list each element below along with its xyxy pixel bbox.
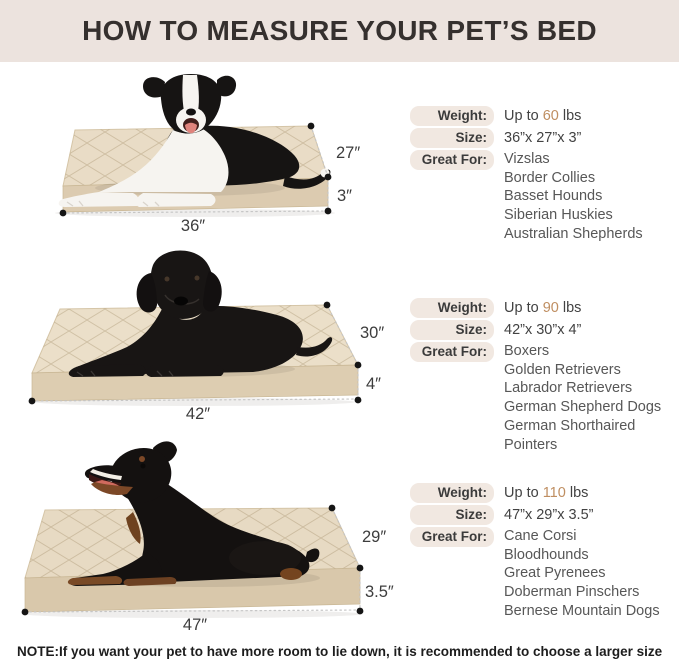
dimension-lines — [62, 125, 329, 214]
breed-list: Vizslas Border Collies Basset Hounds Sib… — [504, 150, 643, 244]
dimension-dots — [28, 301, 362, 405]
weight-value: Up to 110 lbs — [504, 483, 588, 503]
breed-list: Boxers Golden Retrievers Labrador Retrie… — [504, 342, 676, 454]
weight-row: Weight: Up to 110 lbs — [410, 483, 676, 503]
breed-item: Doberman Pinschers — [504, 584, 640, 601]
weight-number: 60 — [542, 108, 559, 124]
size-row: Size: 47”x 29”x 3.5” — [410, 505, 676, 525]
depth-dimension-line — [310, 125, 329, 178]
breed-item: Boxers — [504, 343, 550, 359]
great-for-label: Great For: — [410, 527, 494, 547]
size-info-medium: Weight: Up to 90 lbs Size: 42”x 30”x 4” … — [410, 298, 676, 456]
depth-dimension-label: 29″ — [362, 528, 386, 546]
page-title: HOW TO MEASURE YOUR PET’S BED — [82, 15, 597, 46]
dimension-dots — [59, 122, 332, 217]
weight-label: Weight: — [410, 106, 494, 126]
depth-dimension-label: 27″ — [336, 144, 360, 162]
width-dimension-line — [24, 609, 361, 613]
size-info-large: Weight: Up to 110 lbs Size: 47”x 29”x 3.… — [410, 483, 676, 623]
weight-value: Up to 60 lbs — [504, 106, 581, 126]
bed-diagram-large: 29″ 3.5″ 47″ — [21, 441, 394, 634]
doberman-illustration — [67, 441, 320, 587]
size-row: Size: 42”x 30”x 4” — [410, 320, 676, 340]
bed-diagram-medium: 30″ 4″ 42″ — [28, 250, 384, 423]
dimension-lines — [24, 507, 361, 613]
height-dimension-label: 3.5″ — [365, 583, 394, 601]
footer-note: NOTE:If you want your pet to have more r… — [17, 644, 663, 659]
border-collie-illustration — [58, 74, 331, 207]
black-labrador-illustration — [68, 250, 333, 377]
breed-item: German Shepherd Dogs — [504, 399, 662, 416]
weight-suffix: lbs — [558, 300, 582, 316]
great-for-row: Great For: Cane Corsi Bloodhounds Great … — [410, 527, 676, 621]
width-dimension-label: 36″ — [181, 217, 205, 235]
breed-item: Labrador Retrievers — [504, 380, 633, 397]
width-dimension-label: 47″ — [183, 616, 207, 634]
breed-item: Siberian Huskies — [504, 207, 613, 224]
header-band: HOW TO MEASURE YOUR PET’S BED — [0, 0, 679, 62]
width-dimension-label: 42″ — [186, 405, 210, 423]
breed-item: German Shorthaired Pointers — [504, 417, 636, 453]
breed-item: Border Collies — [504, 169, 596, 186]
breed-item: Cane Corsi — [504, 528, 577, 544]
breed-list: Cane Corsi Bloodhounds Great Pyrenees Do… — [504, 527, 660, 621]
breed-item: Vizslas — [504, 151, 550, 167]
size-value: 42”x 30”x 4” — [504, 322, 582, 338]
great-for-row: Great For: Boxers Golden Retrievers Labr… — [410, 342, 676, 454]
size-label: Size: — [410, 505, 494, 525]
weight-suffix: lbs — [558, 108, 582, 124]
breed-item: Golden Retrievers — [504, 361, 621, 378]
depth-dimension-label: 30″ — [360, 324, 384, 342]
breed-item: Basset Hounds — [504, 188, 603, 205]
size-label: Size: — [410, 128, 494, 148]
great-for-label: Great For: — [410, 150, 494, 170]
dimension-lines — [31, 304, 359, 402]
weight-row: Weight: Up to 60 lbs — [410, 106, 676, 126]
weight-label: Weight: — [410, 483, 494, 503]
weight-prefix: Up to — [504, 300, 543, 316]
weight-number: 110 — [542, 485, 566, 501]
weight-number: 90 — [542, 300, 559, 316]
size-info-small: Weight: Up to 60 lbs Size: 36”x 27”x 3” … — [410, 106, 676, 246]
weight-prefix: Up to — [504, 108, 543, 124]
weight-row: Weight: Up to 90 lbs — [410, 298, 676, 318]
weight-value: Up to 90 lbs — [504, 298, 581, 318]
depth-dimension-line — [331, 507, 361, 569]
size-value: 47”x 29”x 3.5” — [504, 507, 594, 523]
size-label: Size: — [410, 320, 494, 340]
width-dimension-line — [62, 210, 329, 214]
bed-diagram-small: 27″ 3″ 36″ — [55, 74, 360, 235]
height-dimension-label: 4″ — [366, 375, 381, 393]
breed-item: Australian Shepherds — [504, 225, 643, 242]
great-for-row: Great For: Vizslas Border Collies Basset… — [410, 150, 676, 244]
size-row: Size: 36”x 27”x 3” — [410, 128, 676, 148]
weight-label: Weight: — [410, 298, 494, 318]
height-dimension-label: 3″ — [337, 187, 352, 205]
breed-item: Bloodhounds — [504, 546, 589, 563]
size-value: 36”x 27”x 3” — [504, 130, 582, 146]
depth-dimension-line — [326, 304, 359, 366]
weight-prefix: Up to — [504, 485, 543, 501]
breed-item: Great Pyrenees — [504, 565, 606, 582]
breed-item: Bernese Mountain Dogs — [504, 602, 660, 619]
great-for-label: Great For: — [410, 342, 494, 362]
weight-suffix: lbs — [565, 485, 589, 501]
dimension-dots — [21, 504, 364, 616]
